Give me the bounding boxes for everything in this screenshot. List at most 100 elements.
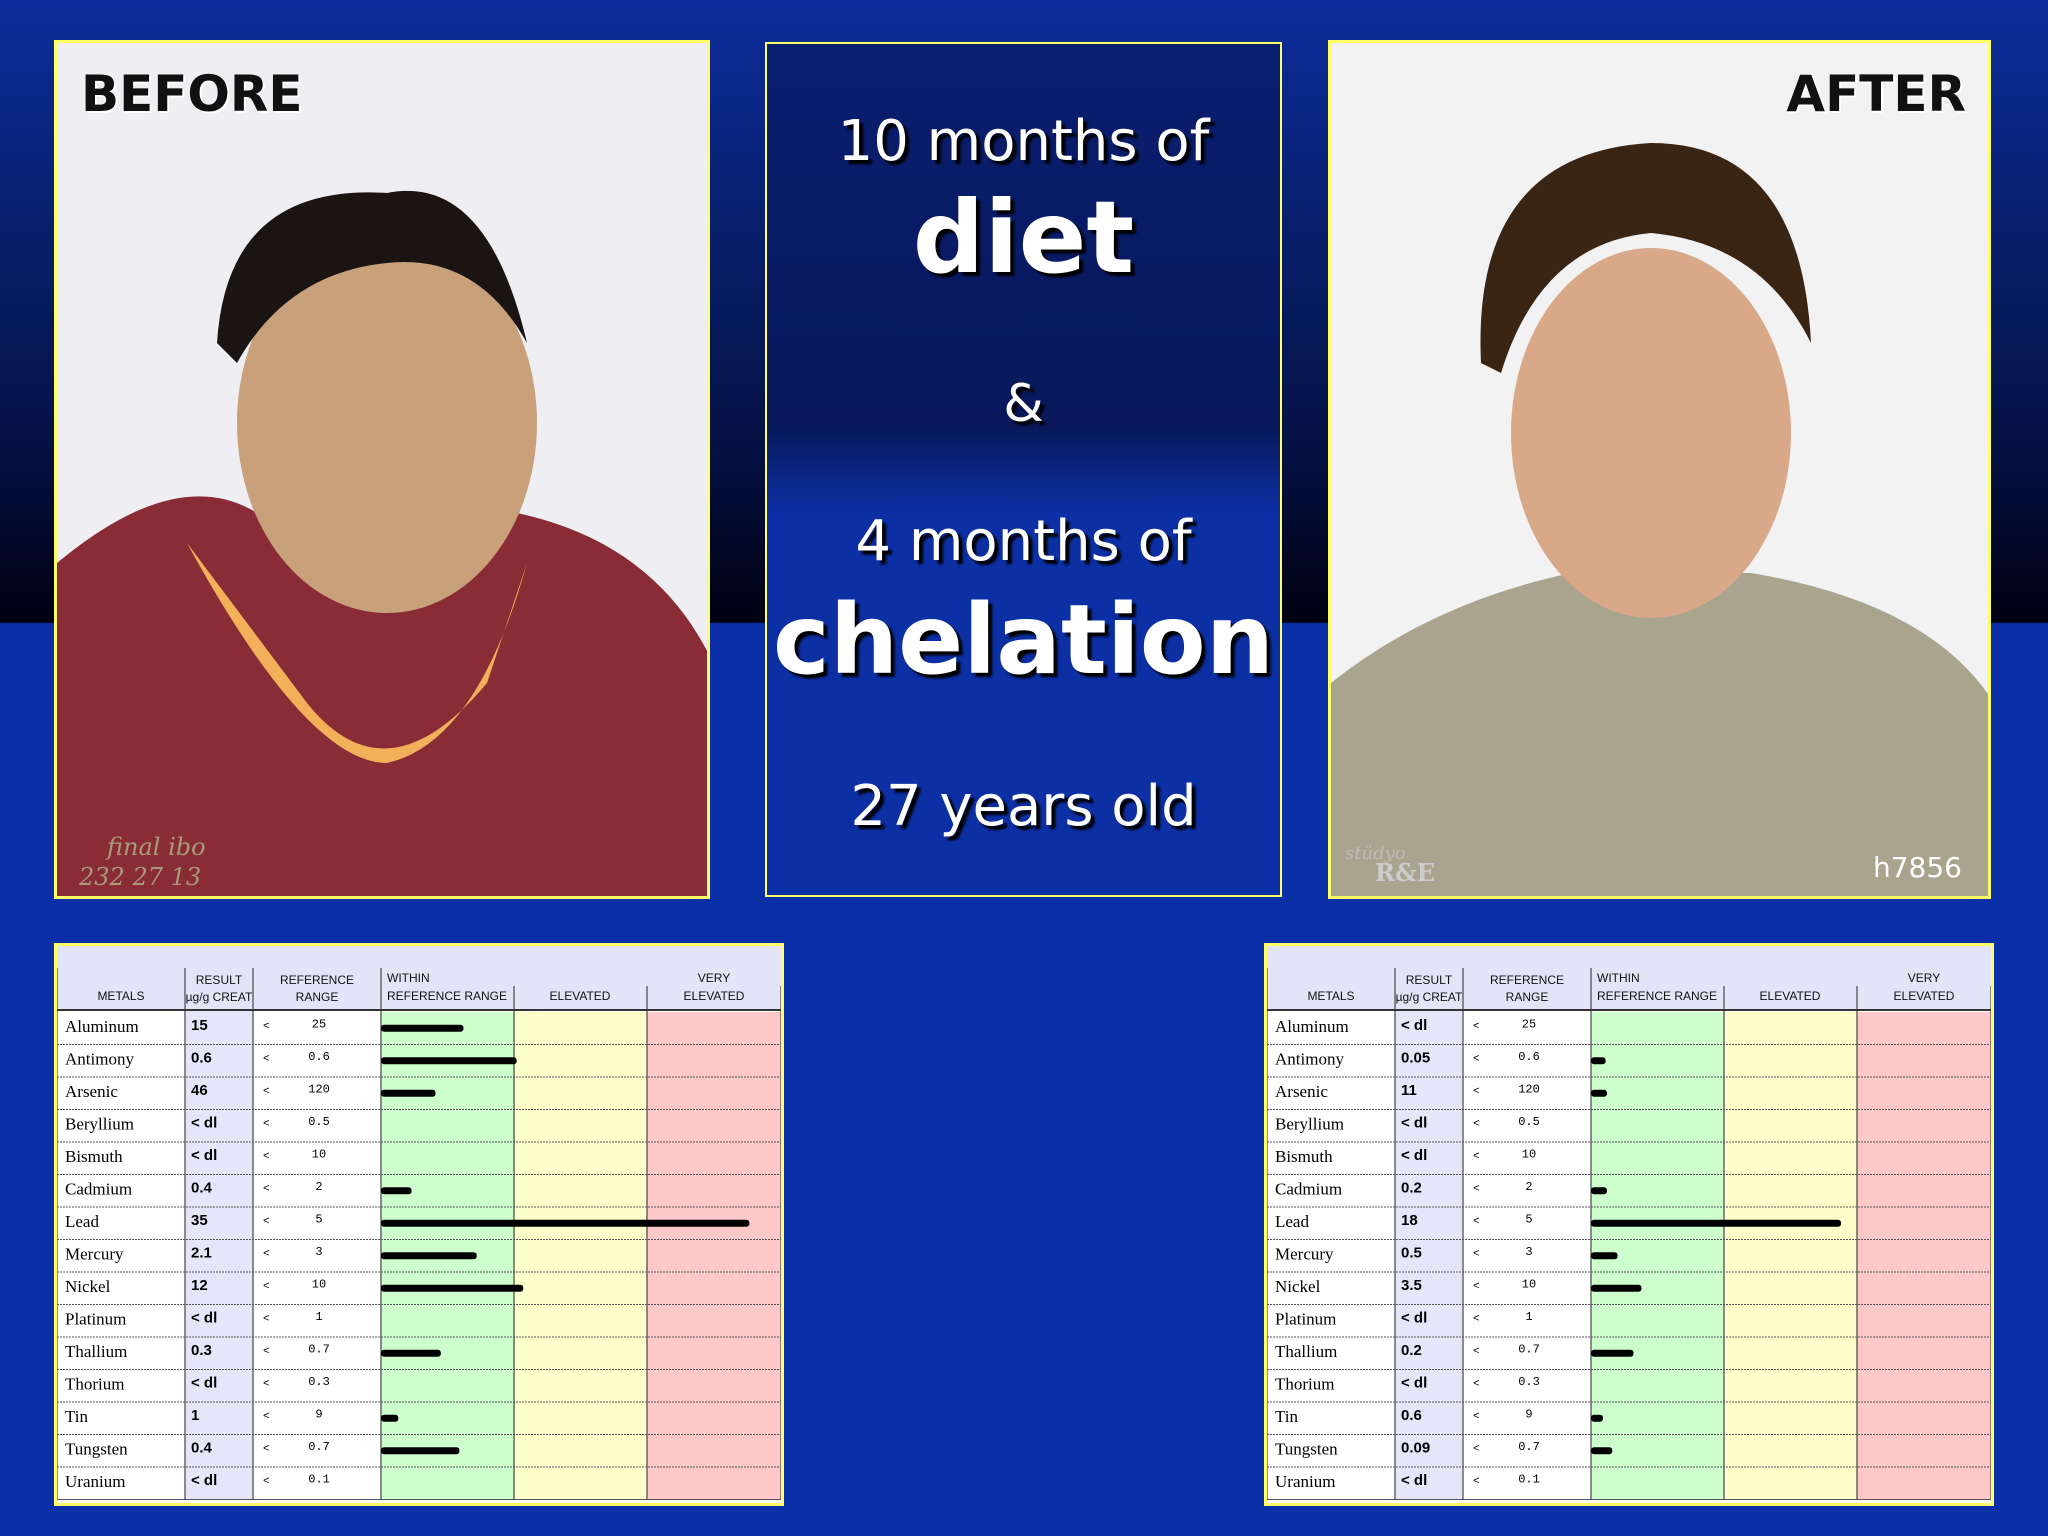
result-value: 0.2 <box>1401 1342 1422 1359</box>
ref-value: 0.3 <box>308 1375 330 1389</box>
metal-name: Platinum <box>65 1310 126 1329</box>
result-value: < dl <box>1401 1310 1427 1327</box>
header-text: REFERENCE <box>1490 973 1564 987</box>
result-bar <box>381 1414 399 1422</box>
result-bar <box>381 1219 750 1227</box>
metal-name: Aluminum <box>1275 1017 1349 1036</box>
ref-value: 0.6 <box>308 1050 330 1064</box>
result-value: 0.09 <box>1401 1440 1430 1457</box>
metal-name: Aluminum <box>65 1017 139 1036</box>
ref-value: 5 <box>1525 1212 1532 1226</box>
ref-value: 0.7 <box>1518 1342 1540 1356</box>
header-text: µg/g CREAT <box>186 990 253 1004</box>
ref-value: 3 <box>315 1245 322 1259</box>
result-value: < dl <box>1401 1017 1427 1034</box>
result-value: < dl <box>191 1115 217 1132</box>
metal-name: Uranium <box>65 1472 125 1491</box>
header-text: µg/g CREAT <box>1396 990 1463 1004</box>
result-bar <box>1591 1219 1842 1227</box>
result-bar <box>1591 1447 1613 1455</box>
ref-prefix: < <box>263 1086 270 1098</box>
center-panel: 10 months of diet & 4 months of chelatio… <box>765 42 1282 897</box>
metal-name: Mercury <box>1275 1245 1334 1264</box>
ref-value: 0.6 <box>1518 1050 1540 1064</box>
ref-prefix: < <box>263 1021 270 1033</box>
result-bar <box>1591 1187 1607 1195</box>
metal-name: Antimony <box>1275 1050 1344 1069</box>
watermark: R&E <box>1375 858 1435 887</box>
result-value: 12 <box>191 1277 208 1294</box>
result-col-bg <box>1395 1009 1463 1500</box>
metal-name: Lead <box>65 1212 99 1231</box>
result-value: 1 <box>191 1407 199 1424</box>
after-label: AFTER <box>1786 65 1966 123</box>
metals-table: METALS RESULT µg/g CREAT REFERENCE RANGE WITH… <box>54 943 784 1506</box>
table-svg: METALS RESULT µg/g CREAT REFERENCE RANGE WITH… <box>1266 946 1992 1500</box>
metal-name: Beryllium <box>1275 1115 1344 1134</box>
result-value: 0.3 <box>191 1342 212 1359</box>
ref-value: 1 <box>1525 1310 1532 1324</box>
result-bar <box>381 1024 464 1032</box>
ref-prefix: < <box>263 1411 270 1423</box>
ref-value: 0.7 <box>308 1440 330 1454</box>
result-bar <box>1591 1414 1603 1422</box>
ref-value: 10 <box>312 1277 326 1291</box>
ref-value: 1 <box>315 1310 322 1324</box>
result-value: < dl <box>191 1472 217 1489</box>
metal-name: Arsenic <box>65 1082 118 1101</box>
result-value: < dl <box>191 1310 217 1327</box>
result-value: 46 <box>191 1082 208 1099</box>
metal-name: Nickel <box>65 1277 111 1296</box>
before-label: BEFORE <box>81 65 303 123</box>
ref-prefix: < <box>1473 1151 1480 1163</box>
watermark: 232 27 13 <box>79 863 202 891</box>
result-value: 11 <box>1401 1082 1417 1099</box>
metal-name: Bismuth <box>1275 1147 1333 1166</box>
header-text: REFERENCE <box>280 973 354 987</box>
result-value: 0.6 <box>1401 1407 1422 1424</box>
watermark: final ibo <box>107 833 206 861</box>
header-text: REFERENCE RANGE <box>1597 989 1717 1003</box>
result-value: 3.5 <box>1401 1277 1422 1294</box>
metal-name: Arsenic <box>1275 1082 1328 1101</box>
result-value: 35 <box>191 1212 208 1229</box>
ref-value: 0.7 <box>1518 1440 1540 1454</box>
header-text: VERY <box>1908 971 1940 985</box>
header-bg <box>57 946 781 1009</box>
ref-prefix: < <box>263 1444 270 1456</box>
header-text: RESULT <box>196 973 243 987</box>
metal-name: Thorium <box>65 1375 125 1394</box>
metal-name: Bismuth <box>65 1147 123 1166</box>
result-value: < dl <box>1401 1147 1427 1164</box>
result-value: < dl <box>191 1375 217 1392</box>
ref-value: 10 <box>312 1147 326 1161</box>
ref-prefix: < <box>1473 1249 1480 1261</box>
ref-prefix: < <box>1473 1379 1480 1391</box>
ref-prefix: < <box>263 1184 270 1196</box>
photo-code: h7856 <box>1872 851 1962 884</box>
ref-prefix: < <box>1473 1346 1480 1358</box>
header-text: WITHIN <box>1597 971 1640 985</box>
after-photo: AFTER stüdyo R&E h7856 <box>1328 40 1991 899</box>
ref-value: 0.3 <box>1518 1375 1540 1389</box>
metal-name: Cadmium <box>65 1180 132 1199</box>
ref-value: 5 <box>315 1212 322 1226</box>
metal-name: Thallium <box>65 1342 127 1361</box>
ref-prefix: < <box>1473 1411 1480 1423</box>
ref-prefix: < <box>1473 1184 1480 1196</box>
result-bar <box>381 1252 477 1260</box>
caption-line: 4 months of <box>855 509 1192 574</box>
ref-prefix: < <box>263 1249 270 1261</box>
result-value: < dl <box>191 1147 217 1164</box>
ref-prefix: < <box>1473 1119 1480 1131</box>
result-value: 0.4 <box>191 1180 213 1197</box>
metal-name: Tungsten <box>65 1440 128 1459</box>
header-text: METALS <box>97 989 144 1003</box>
ref-prefix: < <box>263 1281 270 1293</box>
header-text: RANGE <box>296 990 339 1004</box>
header-bg <box>1267 946 1991 1009</box>
metal-name: Cadmium <box>1275 1180 1342 1199</box>
ref-value: 0.5 <box>1518 1115 1540 1129</box>
table-svg: METALS RESULT µg/g CREAT REFERENCE RANGE WITH… <box>56 946 782 1500</box>
